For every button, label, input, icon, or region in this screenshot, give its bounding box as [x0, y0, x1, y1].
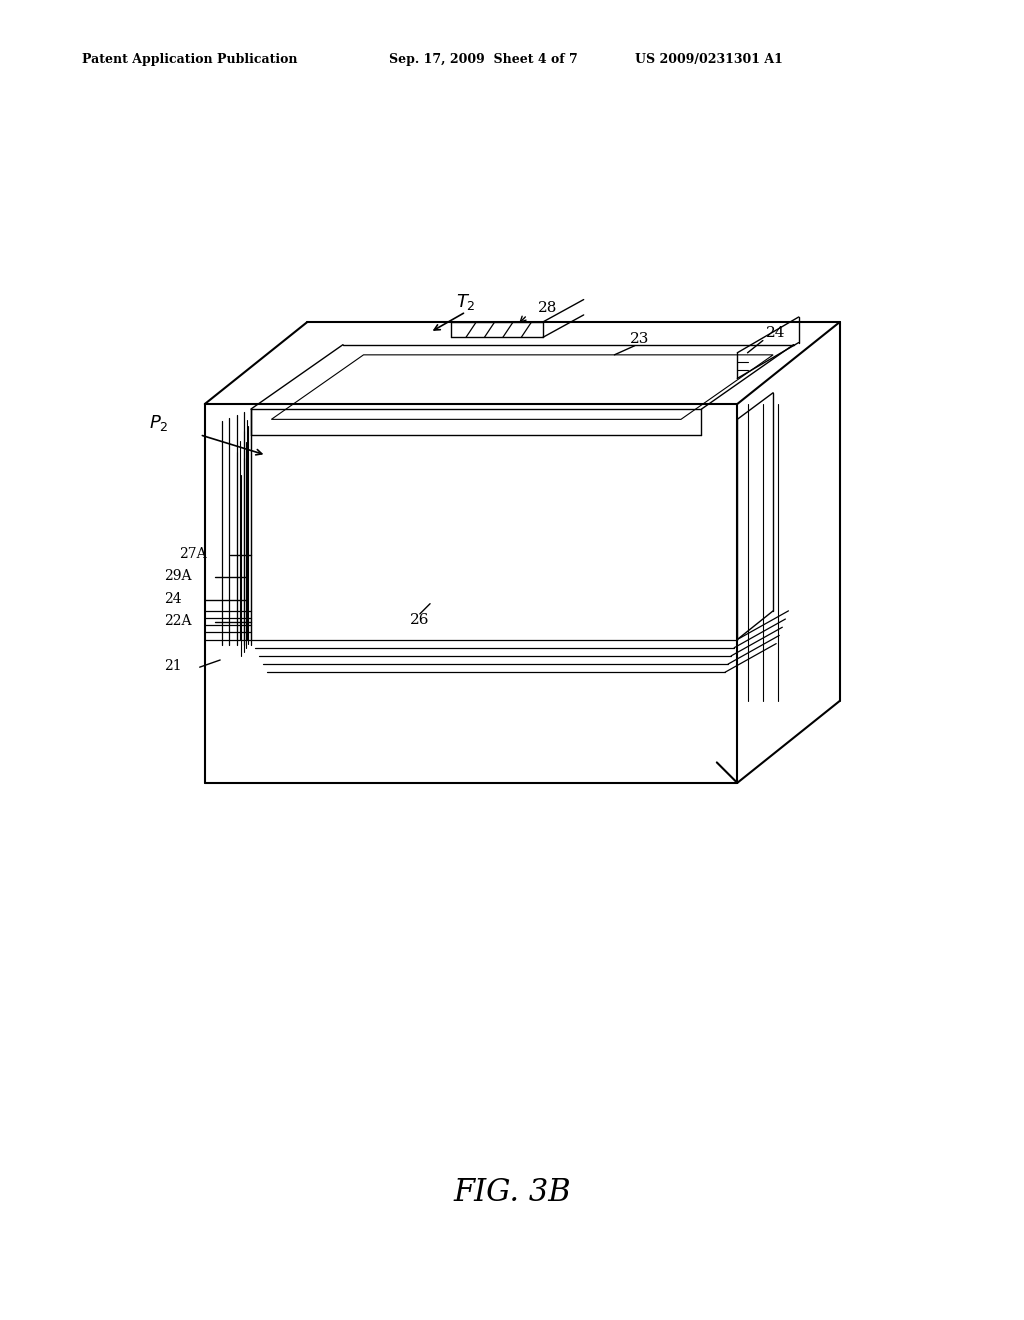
Text: FIG. 3B: FIG. 3B — [454, 1177, 570, 1208]
Text: 27A: 27A — [179, 546, 207, 561]
Text: 23: 23 — [630, 331, 649, 346]
Text: $T_2$: $T_2$ — [456, 292, 476, 312]
Text: Sep. 17, 2009  Sheet 4 of 7: Sep. 17, 2009 Sheet 4 of 7 — [389, 53, 578, 66]
Text: 26: 26 — [410, 614, 429, 627]
Text: 28: 28 — [538, 301, 557, 315]
Text: 29A: 29A — [164, 569, 191, 583]
Text: $P_2$: $P_2$ — [148, 413, 169, 433]
Text: 21: 21 — [164, 659, 181, 673]
Text: 24: 24 — [164, 591, 181, 606]
Text: 22A: 22A — [164, 614, 191, 628]
Text: US 2009/0231301 A1: US 2009/0231301 A1 — [635, 53, 782, 66]
Text: Patent Application Publication: Patent Application Publication — [82, 53, 297, 66]
Text: 24: 24 — [766, 326, 785, 341]
